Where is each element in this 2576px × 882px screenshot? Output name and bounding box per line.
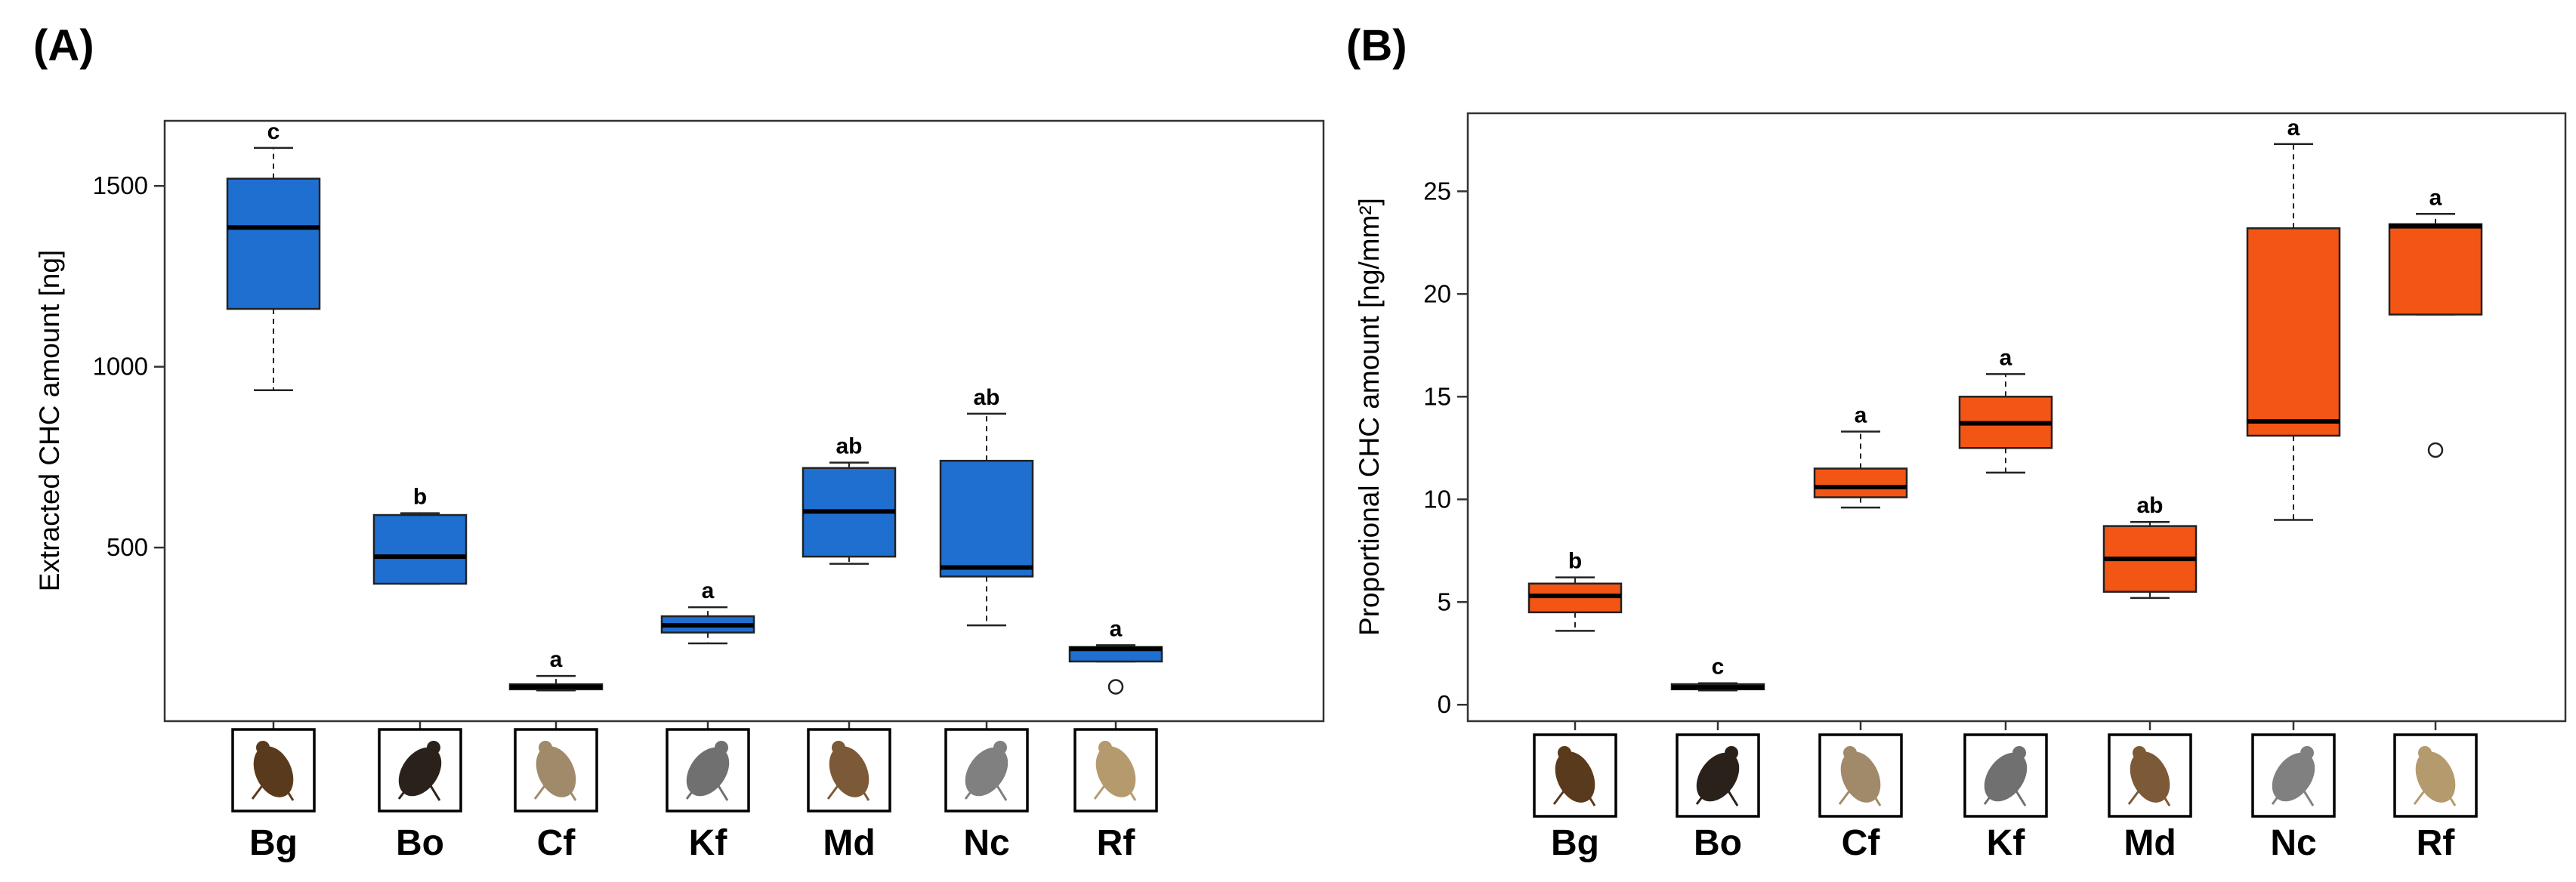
significance-label: a xyxy=(702,578,715,603)
specimen-thumbnail-Rf xyxy=(2393,733,2478,818)
specimen-thumbnail-Nc xyxy=(944,728,1029,813)
panel-a-boxes: c b a a ab ab a xyxy=(226,119,1163,695)
panel-b-category-label: Kf xyxy=(1987,823,2026,863)
significance-label: a xyxy=(2287,116,2300,140)
specimen-thumbnail-Md xyxy=(2108,733,2192,818)
significance-label: c xyxy=(1712,655,1725,680)
panel-a-box-Cf: a xyxy=(508,647,604,692)
panel-b-box-Nc: a xyxy=(2246,116,2341,521)
significance-label: b xyxy=(413,485,427,510)
panel-b-y-tick-label: 25 xyxy=(1423,177,1451,205)
panel-b: (B) Proportional CHC amount [ng/mm²] 0 5 1… xyxy=(1346,21,2567,863)
significance-label: a xyxy=(2000,345,2012,370)
box-body xyxy=(2246,227,2341,437)
panel-a-box-Nc: ab xyxy=(939,385,1034,627)
panel-a-category-label: Md xyxy=(823,823,875,863)
specimen-thumbnail-Md xyxy=(807,728,891,813)
panel-b-category-label: Bo xyxy=(1694,823,1742,863)
specimen-thumbnail-Nc xyxy=(2251,733,2336,818)
specimen-thumbnail-Bo xyxy=(378,728,462,813)
significance-label: ab xyxy=(2136,493,2163,518)
panel-b-y-tick-label: 20 xyxy=(1423,279,1451,307)
box-body xyxy=(226,177,321,310)
specimen-thumbnail-Cf xyxy=(514,728,598,813)
panel-b-category-label: Rf xyxy=(2417,823,2456,863)
outlier-point xyxy=(1107,679,1124,695)
panel-b-box-Kf: a xyxy=(1958,345,2053,474)
panel-a-y-tick-label: 1000 xyxy=(93,353,148,381)
panel-a-y-tick-label: 500 xyxy=(107,533,148,561)
panel-a-category-label: Rf xyxy=(1097,823,1136,863)
specimen-thumbnail-Cf xyxy=(1818,733,1903,818)
specimen-thumbnail-Bo xyxy=(1676,733,1760,818)
panel-a-label: (A) xyxy=(33,21,94,70)
box-body xyxy=(1813,467,1908,498)
significance-label: a xyxy=(550,647,563,672)
panel-a: (A) Extracted CHC amount [ng] 500 1000 150… xyxy=(33,21,1325,863)
significance-label: ab xyxy=(973,385,999,410)
panel-b-y-tick-label: 10 xyxy=(1423,485,1451,513)
panel-a-categories: Bg Bo Cf Kf Md Nc Rf xyxy=(231,721,1158,863)
panel-b-box-Md: ab xyxy=(2102,493,2198,600)
panel-b-boxes: b c a a ab a a xyxy=(1527,116,2483,692)
panel-b-y-tick-label: 0 xyxy=(1438,690,1451,718)
significance-label: a xyxy=(1110,616,1123,641)
panel-b-categories: Bg Bo Cf Kf Md Nc Rf xyxy=(1533,721,2478,863)
specimen-thumbnail-Bg xyxy=(231,728,316,813)
significance-label: b xyxy=(1568,549,1582,574)
panel-b-y-tick-label: 5 xyxy=(1438,587,1451,615)
panel-b-category-label: Nc xyxy=(2270,823,2316,863)
panel-a-y-tick-label: 1500 xyxy=(93,171,148,199)
panel-b-y-axis-title: Proportional CHC amount [ng/mm²] xyxy=(1354,198,1385,636)
specimen-thumbnail-Kf xyxy=(666,728,750,813)
panel-b-box-Rf: a xyxy=(2388,185,2483,458)
panel-b-label: (B) xyxy=(1346,21,1407,70)
panel-b-plot-frame xyxy=(1466,112,2567,723)
panel-a-y-ticks: 500 1000 1500 xyxy=(93,171,165,561)
panel-b-box-Bg: b xyxy=(1527,549,1623,632)
panel-a-box-Bg: c xyxy=(226,119,321,392)
panel-a-category-label: Bg xyxy=(249,823,298,863)
panel-a-y-axis-title: Extracted CHC amount [ng] xyxy=(34,250,65,591)
panel-b-category-label: Bg xyxy=(1551,823,1599,863)
significance-label: a xyxy=(1855,403,1867,428)
specimen-thumbnail-Rf xyxy=(1073,728,1158,813)
panel-a-category-label: Bo xyxy=(396,823,444,863)
panel-b-box-Cf: a xyxy=(1813,403,1908,509)
panel-a-category-label: Cf xyxy=(537,823,576,863)
significance-label: ab xyxy=(836,434,862,459)
panel-b-box-Bo: c xyxy=(1670,655,1765,692)
panel-a-category-label: Nc xyxy=(963,823,1009,863)
panel-b-y-tick-label: 15 xyxy=(1423,382,1451,410)
panel-a-category-label: Kf xyxy=(689,823,728,863)
outlier-point xyxy=(2427,442,2444,458)
panel-b-category-label: Md xyxy=(2124,823,2176,863)
significance-label: c xyxy=(267,119,280,144)
box-body xyxy=(372,513,468,585)
panel-a-plot-frame xyxy=(163,119,1325,723)
box-body xyxy=(939,459,1034,578)
specimen-thumbnail-Kf xyxy=(1963,733,2048,818)
panel-b-y-ticks: 0 5 10 15 20 25 xyxy=(1423,177,1468,718)
specimen-thumbnail-Bg xyxy=(1533,733,1617,818)
significance-label: a xyxy=(2429,185,2442,210)
panel-a-box-Md: ab xyxy=(802,434,897,565)
box-body xyxy=(2388,223,2483,316)
panel-a-box-Kf: a xyxy=(660,578,755,645)
panel-a-box-Rf: a xyxy=(1068,616,1163,695)
panel-a-box-Bo: b xyxy=(372,485,468,585)
panel-b-category-label: Cf xyxy=(1842,823,1881,863)
